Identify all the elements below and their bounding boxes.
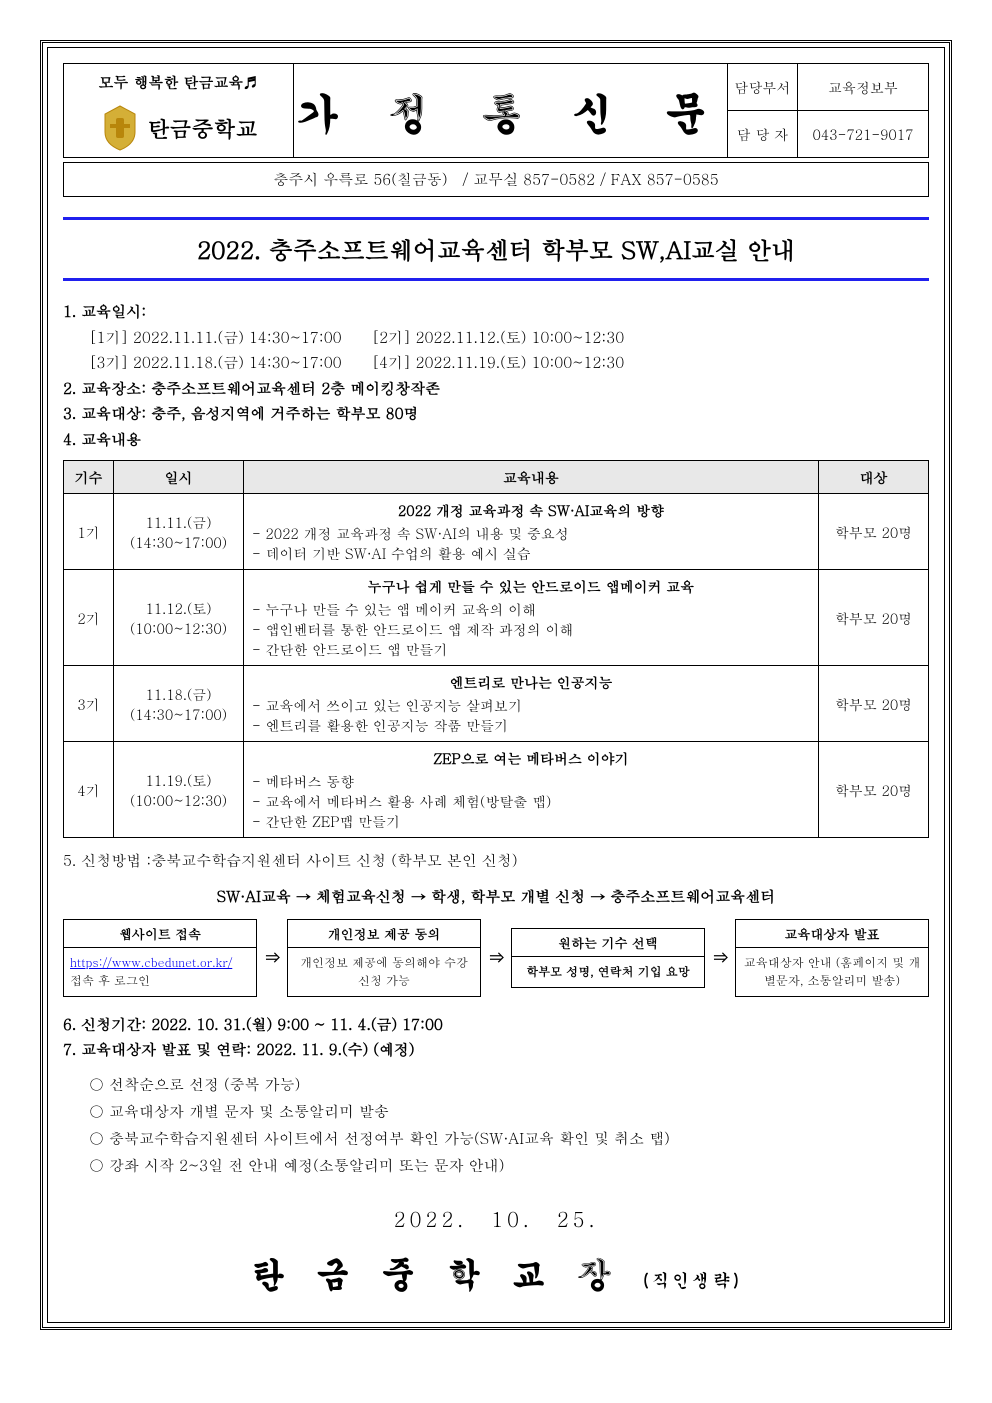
school-name: 탄금중학교: [148, 113, 258, 144]
arrow-icon: ⇒: [711, 945, 729, 970]
flow-box: 원하는 기수 선택학부모 성명, 연락처 기입 요망: [511, 928, 705, 988]
website-link[interactable]: https://www.cbedunet.or.kr/: [70, 954, 250, 972]
document-inner-border: 모두 행복한 탄금교육♬ 탄금중학교 가 정 통 신 문 담당부서 교육정보부 …: [47, 47, 945, 1323]
cell-date: 11.19.(토)(10:00~12:30): [114, 742, 244, 838]
footer-sign: 탄 금 중 학 교 장 (직인생략): [63, 1248, 929, 1297]
contact-person-row: 담 당 자 043-721-9017: [728, 111, 928, 157]
contact-dept-row: 담당부서 교육정보부: [728, 64, 928, 111]
flow-box-header: 웹사이트 접속: [64, 920, 256, 948]
cell-target: 학부모 20명: [819, 666, 929, 742]
schedule-line-1: [1기] 2022.11.11.(금) 14:30~17:00 [2기] 202…: [63, 325, 929, 351]
main-title-box: 2022. 충주소프트웨어교육센터 학부모 SW,AI교실 안내: [63, 217, 929, 281]
schedule-table: 기수 일시 교육내용 대상 1기11.11.(금)(14:30~17:00)20…: [63, 460, 929, 838]
address-row: 충주시 우륵로 56(칠금동) / 교무실 857-0582 / FAX 857…: [63, 162, 929, 197]
cell-target: 학부모 20명: [819, 494, 929, 570]
flow-box-body: https://www.cbedunet.or.kr/접속 후 로그인: [64, 948, 256, 996]
flow-box-header: 교육대상자 발표: [736, 920, 928, 948]
cell-kisu: 3기: [64, 666, 114, 742]
header-container: 모두 행복한 탄금교육♬ 탄금중학교 가 정 통 신 문 담당부서 교육정보부 …: [63, 63, 929, 158]
info-item-5: 5. 신청방법 :충북교수학습지원센터 사이트 신청 (학부모 본인 신청): [63, 848, 929, 874]
cell-content: ZEP으로 여는 메타버스 이야기- 메타버스 동향- 교육에서 메타버스 활용…: [244, 742, 819, 838]
cell-content: 누구나 쉽게 만들 수 있는 안드로이드 앱메이커 교육- 누구나 만들 수 있…: [244, 570, 819, 666]
table-row: 4기11.19.(토)(10:00~12:30)ZEP으로 여는 메타버스 이야…: [64, 742, 929, 838]
th-content: 교육내용: [244, 461, 819, 494]
cell-content: 엔트리로 만나는 인공지능- 교육에서 쓰이고 있는 인공지능 살펴보기- 엔트…: [244, 666, 819, 742]
principal-sign: 탄 금 중 학 교 장: [251, 1248, 622, 1297]
cell-kisu: 2기: [64, 570, 114, 666]
cell-content: 2022 개정 교육과정 속 SW·AI교육의 방향- 2022 개정 교육과정…: [244, 494, 819, 570]
slogan: 모두 행복한 탄금교육♬: [99, 69, 259, 96]
arrow-icon: ⇒: [263, 945, 281, 970]
info-list: 1. 교육일시: [1기] 2022.11.11.(금) 14:30~17:00…: [63, 299, 929, 452]
school-box: 탄금중학교: [100, 104, 258, 152]
cell-target: 학부모 20명: [819, 570, 929, 666]
cell-kisu: 4기: [64, 742, 114, 838]
person-label: 담 당 자: [728, 111, 798, 157]
th-target: 대상: [819, 461, 929, 494]
list-item: 교육대상자 개별 문자 및 소통알리미 발송: [89, 1098, 929, 1125]
flow-box-body: 학부모 성명, 연락처 기입 요망: [512, 957, 704, 987]
info-item-4: 4. 교육내용: [63, 427, 929, 453]
th-kisu: 기수: [64, 461, 114, 494]
school-logo-icon: [100, 104, 140, 152]
cell-target: 학부모 20명: [819, 742, 929, 838]
person-value: 043-721-9017: [798, 111, 928, 157]
flow-box: 개인정보 제공 동의개인정보 제공에 동의해야 수강 신청 가능: [287, 919, 481, 997]
info-item-7: 7. 교육대상자 발표 및 연락: 2022. 11. 9.(수) (예정): [63, 1037, 929, 1063]
schedule-line-2: [3기] 2022.11.18.(금) 14:30~17:00 [4기] 202…: [63, 350, 929, 376]
info-item-3: 3. 교육대상: 충주, 음성지역에 거주하는 학부모 80명: [63, 401, 929, 427]
footer-date: 2022. 10. 25.: [63, 1204, 929, 1233]
dept-value: 교육정보부: [798, 64, 928, 110]
list-item: 충북교수학습지원센터 사이트에서 선정여부 확인 가능(SW·AI교육 확인 및…: [89, 1125, 929, 1152]
flow-box: 교육대상자 발표교육대상자 안내 (홈페이지 및 개별문자, 소통알리미 발송): [735, 919, 929, 997]
flow-path-text: SW·AI교육 → 체험교육신청 → 학생, 학부모 개별 신청 → 충주소프트…: [63, 886, 929, 907]
table-row: 3기11.18.(금)(14:30~17:00)엔트리로 만나는 인공지능- 교…: [64, 666, 929, 742]
cell-date: 11.12.(토)(10:00~12:30): [114, 570, 244, 666]
info-item-2: 2. 교육장소: 충주소프트웨어교육센터 2층 메이킹창작존: [63, 376, 929, 402]
seal-note: (직인생략): [642, 1268, 741, 1293]
cell-date: 11.11.(금)(14:30~17:00): [114, 494, 244, 570]
cell-kisu: 1기: [64, 494, 114, 570]
main-title: 2022. 충주소프트웨어교육센터 학부모 SW,AI교실 안내: [75, 232, 917, 266]
info-item-1: 1. 교육일시:: [63, 299, 929, 325]
info-item-6: 6. 신청기간: 2022. 10. 31.(월) 9:00 ~ 11. 4.(…: [63, 1012, 929, 1038]
header-left: 모두 행복한 탄금교육♬ 탄금중학교: [64, 64, 294, 157]
flow-boxes: 웹사이트 접속https://www.cbedunet.or.kr/접속 후 로…: [63, 919, 929, 997]
th-date: 일시: [114, 461, 244, 494]
arrow-icon: ⇒: [487, 945, 505, 970]
table-row: 2기11.12.(토)(10:00~12:30)누구나 쉽게 만들 수 있는 안…: [64, 570, 929, 666]
list-item: 강좌 시작 2~3일 전 안내 예정(소통알리미 또는 문자 안내): [89, 1152, 929, 1179]
contact-table: 담당부서 교육정보부 담 당 자 043-721-9017: [728, 64, 928, 157]
table-row: 1기11.11.(금)(14:30~17:00)2022 개정 교육과정 속 S…: [64, 494, 929, 570]
document-title: 가 정 통 신 문: [294, 64, 728, 157]
table-header-row: 기수 일시 교육내용 대상: [64, 461, 929, 494]
flow-box-header: 원하는 기수 선택: [512, 929, 704, 957]
flow-box: 웹사이트 접속https://www.cbedunet.or.kr/접속 후 로…: [63, 919, 257, 997]
bottom-info: 6. 신청기간: 2022. 10. 31.(월) 9:00 ~ 11. 4.(…: [63, 1012, 929, 1063]
flow-box-body: 교육대상자 안내 (홈페이지 및 개별문자, 소통알리미 발송): [736, 948, 928, 996]
sub-list: 선착순으로 선정 (중복 가능)교육대상자 개별 문자 및 소통알리미 발송충북…: [63, 1071, 929, 1179]
flow-box-body: 개인정보 제공에 동의해야 수강 신청 가능: [288, 948, 480, 996]
flow-box-header: 개인정보 제공 동의: [288, 920, 480, 948]
document-outer-border: 모두 행복한 탄금교육♬ 탄금중학교 가 정 통 신 문 담당부서 교육정보부 …: [40, 40, 952, 1330]
list-item: 선착순으로 선정 (중복 가능): [89, 1071, 929, 1098]
dept-label: 담당부서: [728, 64, 798, 110]
cell-date: 11.18.(금)(14:30~17:00): [114, 666, 244, 742]
